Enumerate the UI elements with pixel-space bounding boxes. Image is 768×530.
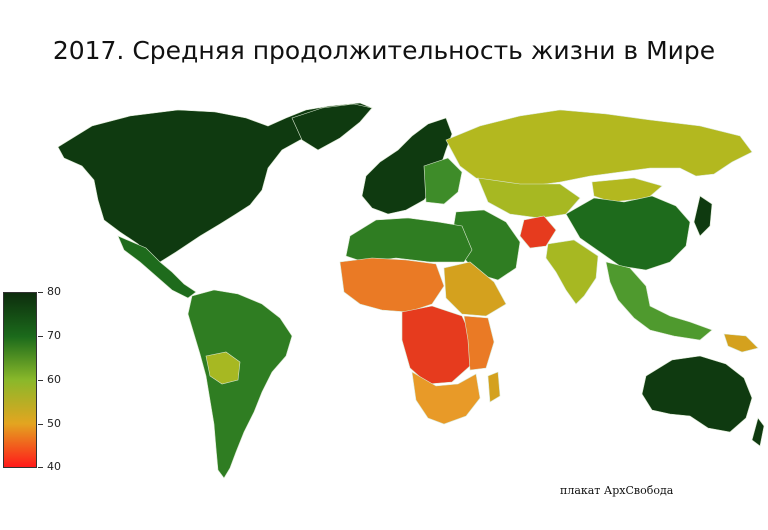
region-horn-of-africa <box>443 261 507 317</box>
credit-text: плакат АрхСвобода <box>560 484 674 497</box>
legend-tick-label: 50 <box>47 417 61 430</box>
legend-tick <box>38 424 43 425</box>
legend-color-bar <box>3 292 37 468</box>
legend-tick <box>38 380 43 381</box>
region-north-america <box>57 102 373 263</box>
page-title: 2017. Средняя продолжительность жизни в … <box>52 36 716 65</box>
legend-tick <box>38 467 43 468</box>
region-papua <box>723 333 759 353</box>
region-bolivia <box>205 351 241 385</box>
region-central-africa <box>401 305 473 385</box>
legend-tick <box>38 292 43 293</box>
region-south-asia <box>545 239 599 305</box>
region-china <box>565 195 691 271</box>
region-west-africa <box>339 257 445 313</box>
region-russia <box>445 109 753 187</box>
legend-tick-label: 40 <box>47 460 61 473</box>
region-southern-africa <box>411 371 481 425</box>
region-southeast-asia <box>605 261 713 341</box>
region-central-asia <box>477 177 581 219</box>
legend-tick <box>38 336 43 337</box>
region-madagascar <box>487 371 501 403</box>
legend-tick-label: 60 <box>47 373 61 386</box>
region-australia <box>641 355 753 433</box>
legend-tick-label: 80 <box>47 285 61 298</box>
region-south-america <box>187 289 293 479</box>
region-north-africa <box>345 217 473 263</box>
legend-tick-label: 70 <box>47 329 61 342</box>
region-east-africa <box>463 315 495 371</box>
region-japan <box>693 195 713 237</box>
region-mexico <box>117 235 197 299</box>
region-new-zealand <box>751 417 765 447</box>
region-afghanistan <box>519 215 557 249</box>
region-eastern-europe <box>423 157 463 205</box>
region-greenland <box>291 103 373 151</box>
